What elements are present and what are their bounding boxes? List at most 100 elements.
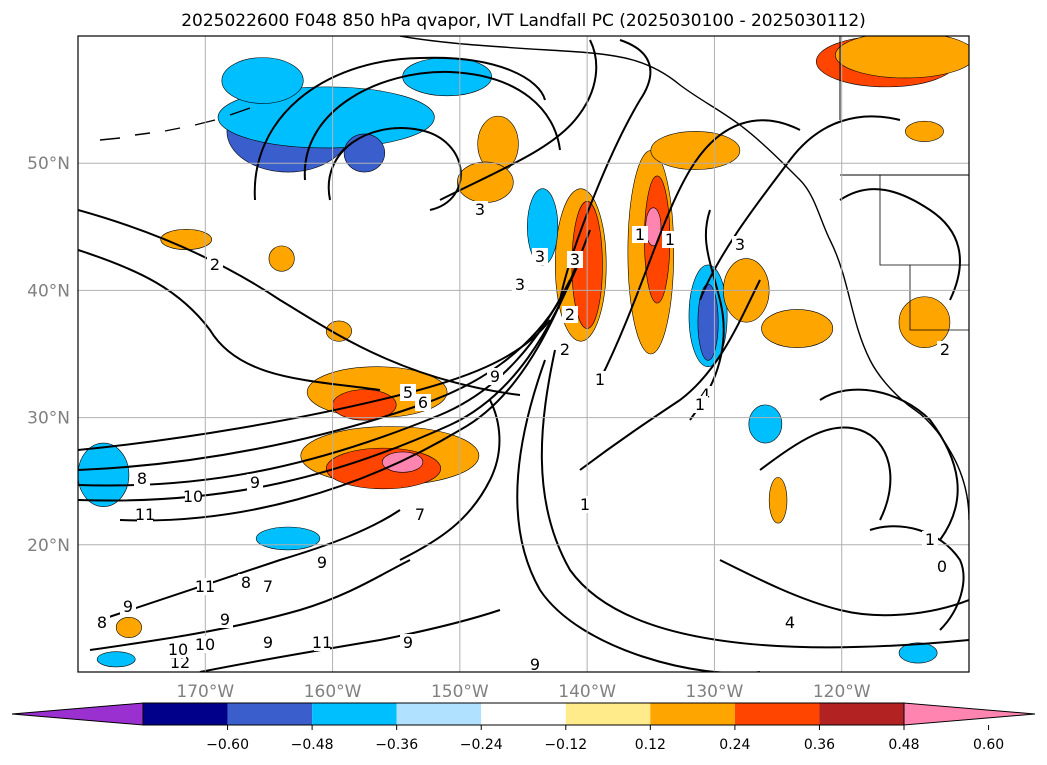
- colorbar-box: [143, 703, 228, 725]
- contour-label-bg: [412, 506, 428, 523]
- chart-title: 2025022600 F048 850 hPa qvapor, IVT Land…: [181, 11, 866, 31]
- state-borders: [879, 175, 969, 331]
- shaded-region: [898, 296, 951, 348]
- contour-label: 8: [97, 613, 107, 632]
- contour-label: 1: [695, 395, 705, 414]
- gridlines: [78, 36, 969, 672]
- contour-label: 11: [312, 633, 332, 652]
- contour-line: [99, 509, 401, 621]
- contour-label: 3: [475, 200, 485, 219]
- lon-tick-label: 120°W: [813, 682, 871, 702]
- colorbar-box: [819, 703, 904, 725]
- colorbar-extend-max: [903, 702, 1036, 726]
- shaded-region: [78, 442, 130, 507]
- colorbar-box: [227, 703, 313, 725]
- contour-label-bg: [934, 558, 950, 575]
- shaded-region: [115, 617, 142, 638]
- shaded-region: [898, 642, 938, 664]
- contour-label: 2: [565, 305, 575, 324]
- contour-line: [759, 426, 892, 521]
- colorbar-box: [650, 703, 735, 725]
- colorbar-extend-min: [11, 702, 144, 726]
- colorbar-box: [734, 703, 820, 725]
- contour-label-bg: [415, 394, 431, 411]
- contour-line: [516, 359, 760, 672]
- latitude-labels: 50°N 40°N 30°N 20°N: [27, 154, 70, 556]
- contour-label: 7: [263, 577, 273, 596]
- contour-label: 10: [195, 635, 215, 654]
- contour-label-bg: [577, 496, 593, 513]
- contour-line: [540, 349, 969, 649]
- contour-label: 3: [735, 235, 745, 254]
- contour-label: 2: [560, 340, 570, 359]
- colorbar-tick-label: 0.48: [888, 737, 919, 753]
- colorbar-tick-label: −0.60: [206, 737, 249, 753]
- contour-line: [89, 559, 411, 651]
- contour-label-bg: [527, 656, 543, 673]
- colorbar-tick-label: −0.24: [460, 737, 503, 753]
- contour-label: 10: [168, 640, 188, 659]
- colorbar-box: [396, 703, 482, 725]
- lat-tick-label: 40°N: [27, 281, 70, 301]
- lon-tick-label: 150°W: [431, 682, 489, 702]
- map-frame: [77, 35, 970, 673]
- contour-line: [199, 609, 501, 672]
- coastline: [99, 36, 969, 521]
- contour-label: 11: [135, 505, 155, 524]
- contour-label-bg: [185, 488, 201, 505]
- contour-label: 6: [418, 393, 428, 412]
- contour-label: 3: [515, 275, 525, 294]
- contour-label-bg: [207, 256, 223, 273]
- shaded-region: [768, 477, 788, 524]
- contour-label: 4: [785, 613, 795, 632]
- contour-line: [699, 115, 901, 301]
- contour-line: [78, 279, 571, 487]
- contour-label: 10: [183, 487, 203, 506]
- contour-line: [78, 319, 551, 451]
- contour-label-bg: [922, 531, 938, 548]
- shaded-region: [96, 651, 136, 668]
- colorbar-tick-label: −0.36: [375, 737, 418, 753]
- colorbar-tick-label: 0.36: [804, 737, 835, 753]
- shaded-region: [905, 120, 944, 142]
- contour-line: [599, 119, 801, 381]
- contour-line: [719, 559, 969, 617]
- colorbar-box: [481, 703, 566, 725]
- contour-label-bg: [567, 251, 583, 268]
- lon-tick-label: 140°W: [558, 682, 616, 702]
- contour-label: 9: [317, 553, 327, 572]
- colorbar-frame: [142, 702, 905, 726]
- contour-label-bg: [937, 341, 953, 358]
- contour-label-bg: [557, 341, 573, 358]
- contour-label-bg: [197, 578, 213, 595]
- coastline-aleutians: [99, 107, 251, 141]
- contour-line: [579, 279, 761, 471]
- shaded-region: [835, 36, 969, 79]
- colorbar-tick-label: 0.60: [973, 737, 1004, 753]
- contour-label: 9: [530, 655, 540, 674]
- contour-label: 2: [210, 255, 220, 274]
- colorbar-tick-label: 0.24: [719, 737, 750, 753]
- shaded-region: [160, 229, 212, 250]
- ivt-contours: [78, 39, 969, 672]
- lat-tick-label: 30°N: [27, 409, 70, 429]
- contour-label-bg: [632, 226, 648, 243]
- contour-label-bg: [314, 554, 330, 571]
- contour-line: [327, 127, 462, 211]
- contour-label-bg: [662, 231, 678, 248]
- shaded-region: [343, 133, 386, 173]
- contour-label-bg: [120, 598, 136, 615]
- contour-label: 9: [123, 597, 133, 616]
- lon-tick-label: 160°W: [304, 682, 362, 702]
- contour-line: [869, 525, 965, 631]
- contour-label: 5: [403, 383, 413, 402]
- contour-label: 4: [700, 385, 710, 404]
- contour-label: 8: [241, 573, 251, 592]
- shaded-region: [381, 451, 424, 473]
- shaded-region: [761, 309, 834, 348]
- contour-label-bg: [400, 384, 416, 401]
- contour-label-bg: [197, 636, 213, 653]
- contour-label-bg: [238, 574, 254, 591]
